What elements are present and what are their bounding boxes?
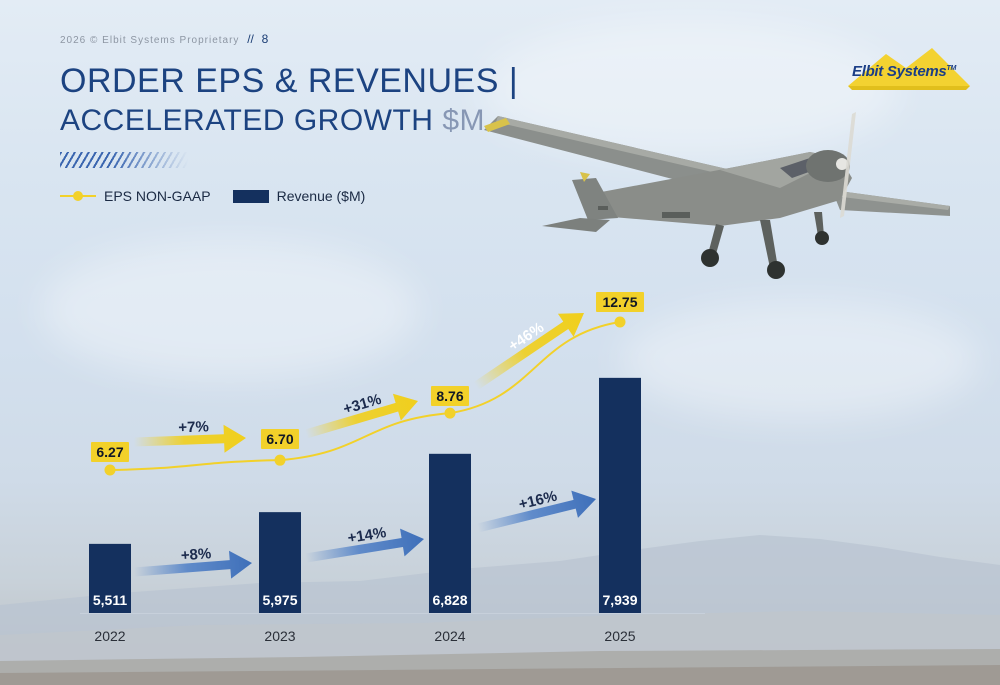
- revenue-bar: [259, 512, 301, 613]
- eps-value-box: [596, 292, 644, 312]
- x-tick-label: 2025: [604, 628, 635, 644]
- slide-title-unit: $M: [442, 104, 485, 137]
- elbit-systems-logo: [848, 48, 970, 90]
- legend-item-eps: EPS NON-GAAP: [60, 188, 211, 204]
- eps-point: [614, 316, 626, 328]
- revenue-bar: [599, 377, 641, 613]
- revenue-value-label: 7,939: [602, 592, 637, 608]
- drone-aircraft-image: [484, 112, 950, 279]
- x-tick-label: 2022: [94, 628, 125, 644]
- eps-growth-arrow: +46%: [473, 313, 584, 390]
- revenue-growth-arrow-shape: [133, 550, 253, 579]
- revenue-growth-arrow: +14%: [305, 524, 425, 563]
- revenue-value-label: 5,975: [262, 592, 297, 608]
- revenue-growth-label: +8%: [180, 545, 212, 564]
- revenue-growth-arrow-shape: [476, 490, 596, 533]
- eps-value-label: 12.75: [602, 294, 637, 310]
- revenue-growth-arrow: +16%: [476, 488, 596, 533]
- sky-cloud: [620, 300, 980, 420]
- logo-wordmark: Elbit SystemsTM: [852, 63, 956, 80]
- page-number: 8: [261, 32, 269, 46]
- revenue-value-label: 5,511: [93, 592, 127, 608]
- slide-title-text: ACCELERATED GROWTH: [60, 104, 434, 137]
- slide-title-line2: ACCELERATED GROWTH $M: [60, 104, 485, 138]
- eps-value-label: 6.70: [266, 431, 293, 447]
- eps-value-box: [431, 386, 469, 406]
- revenue-growth-label: +14%: [346, 524, 387, 547]
- eps-value-label: 8.76: [436, 388, 463, 404]
- legend-revenue-swatch: [232, 189, 269, 203]
- decorative-hatch-bar: [60, 152, 188, 168]
- legend-eps-swatch: [60, 190, 96, 202]
- eps-value-label: 6.27: [96, 444, 123, 460]
- revenue-value-label: 6,828: [432, 592, 467, 608]
- logo-trademark: TM: [946, 65, 956, 72]
- eps-growth-arrow: +7%: [133, 418, 246, 453]
- eps-growth-arrow: +31%: [304, 391, 418, 439]
- eps-growth-arrow-shape: [133, 424, 246, 453]
- eps-growth-label: +7%: [178, 418, 209, 436]
- chart-legend: EPS NON-GAAP Revenue ($M): [60, 188, 387, 204]
- page-separator: //: [247, 32, 254, 46]
- header-meta: 2026 © Elbit Systems Proprietary // 8: [60, 32, 268, 46]
- eps-growth-arrow-shape: [304, 393, 418, 439]
- eps-growth-arrow-shape: [473, 313, 584, 390]
- eps-point: [444, 407, 456, 419]
- legend-revenue-label: Revenue ($M): [276, 188, 366, 204]
- revenue-bar: [429, 453, 471, 613]
- revenue-growth-arrow: +8%: [133, 545, 253, 579]
- x-tick-label: 2023: [264, 628, 295, 644]
- copyright-text: 2026 © Elbit Systems Proprietary: [60, 35, 240, 46]
- eps-value-box: [91, 442, 129, 462]
- revenue-growth-arrow-shape: [305, 528, 425, 563]
- revenue-bar: [89, 543, 131, 613]
- eps-line: [109, 321, 621, 471]
- mountain-landscape: [0, 535, 1000, 685]
- sky-cloud: [40, 240, 420, 380]
- eps-point: [274, 454, 286, 466]
- eps-value-box: [261, 429, 299, 449]
- logo-text: Elbit Systems: [852, 63, 947, 80]
- eps-point: [104, 464, 116, 476]
- legend-eps-label: EPS NON-GAAP: [104, 188, 211, 204]
- slide-title-line1: ORDER EPS & REVENUES |: [60, 62, 519, 100]
- x-tick-label: 2024: [434, 628, 465, 644]
- legend-item-revenue: Revenue ($M): [232, 188, 366, 204]
